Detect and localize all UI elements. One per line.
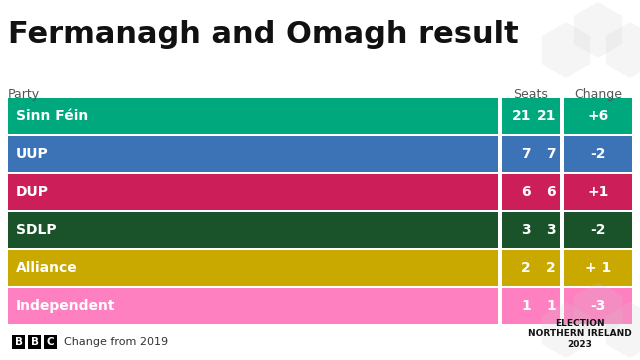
Text: ELECTION
NORTHERN IRELAND
2023: ELECTION NORTHERN IRELAND 2023 <box>528 319 632 349</box>
Text: B: B <box>31 337 38 347</box>
Text: B: B <box>15 337 22 347</box>
Polygon shape <box>541 302 590 358</box>
Text: +6: +6 <box>588 109 609 123</box>
Polygon shape <box>605 302 640 358</box>
Polygon shape <box>541 22 590 78</box>
FancyBboxPatch shape <box>44 335 57 349</box>
Text: 2: 2 <box>521 261 531 275</box>
Polygon shape <box>573 2 622 58</box>
Text: +1: +1 <box>588 185 609 199</box>
Polygon shape <box>573 282 622 338</box>
FancyBboxPatch shape <box>12 335 25 349</box>
Text: Change: Change <box>574 88 622 101</box>
FancyBboxPatch shape <box>564 212 632 248</box>
Polygon shape <box>605 22 640 78</box>
FancyBboxPatch shape <box>564 136 632 172</box>
Text: 21: 21 <box>511 109 531 123</box>
FancyBboxPatch shape <box>8 98 498 134</box>
Text: Independent: Independent <box>16 299 115 313</box>
Text: Party: Party <box>8 88 40 101</box>
Text: UUP: UUP <box>16 147 49 161</box>
Text: Fermanagh and Omagh result: Fermanagh and Omagh result <box>8 20 519 49</box>
FancyBboxPatch shape <box>502 136 560 172</box>
Text: 7: 7 <box>547 147 556 161</box>
FancyBboxPatch shape <box>8 250 498 286</box>
Text: 1: 1 <box>521 299 531 313</box>
Text: Alliance: Alliance <box>16 261 77 275</box>
FancyBboxPatch shape <box>502 250 560 286</box>
Text: + 1: + 1 <box>585 261 611 275</box>
FancyBboxPatch shape <box>502 98 560 134</box>
FancyBboxPatch shape <box>502 212 560 248</box>
Text: 6: 6 <box>547 185 556 199</box>
Text: 7: 7 <box>522 147 531 161</box>
FancyBboxPatch shape <box>8 136 498 172</box>
Text: C: C <box>47 337 54 347</box>
Text: 2: 2 <box>547 261 556 275</box>
FancyBboxPatch shape <box>564 288 632 324</box>
Text: 6: 6 <box>522 185 531 199</box>
FancyBboxPatch shape <box>564 250 632 286</box>
Text: -2: -2 <box>590 223 605 237</box>
FancyBboxPatch shape <box>8 212 498 248</box>
Text: -2: -2 <box>590 147 605 161</box>
Text: Seats: Seats <box>513 88 548 101</box>
Text: 3: 3 <box>547 223 556 237</box>
FancyBboxPatch shape <box>564 98 632 134</box>
FancyBboxPatch shape <box>502 288 560 324</box>
FancyBboxPatch shape <box>8 174 498 210</box>
Text: 21: 21 <box>536 109 556 123</box>
FancyBboxPatch shape <box>564 174 632 210</box>
Text: SDLP: SDLP <box>16 223 56 237</box>
Text: 1: 1 <box>547 299 556 313</box>
FancyBboxPatch shape <box>28 335 41 349</box>
Text: Change from 2019: Change from 2019 <box>64 337 168 347</box>
Text: DUP: DUP <box>16 185 49 199</box>
FancyBboxPatch shape <box>502 174 560 210</box>
Text: Sinn Féin: Sinn Féin <box>16 109 88 123</box>
Text: 3: 3 <box>522 223 531 237</box>
FancyBboxPatch shape <box>8 288 498 324</box>
Text: -3: -3 <box>590 299 605 313</box>
